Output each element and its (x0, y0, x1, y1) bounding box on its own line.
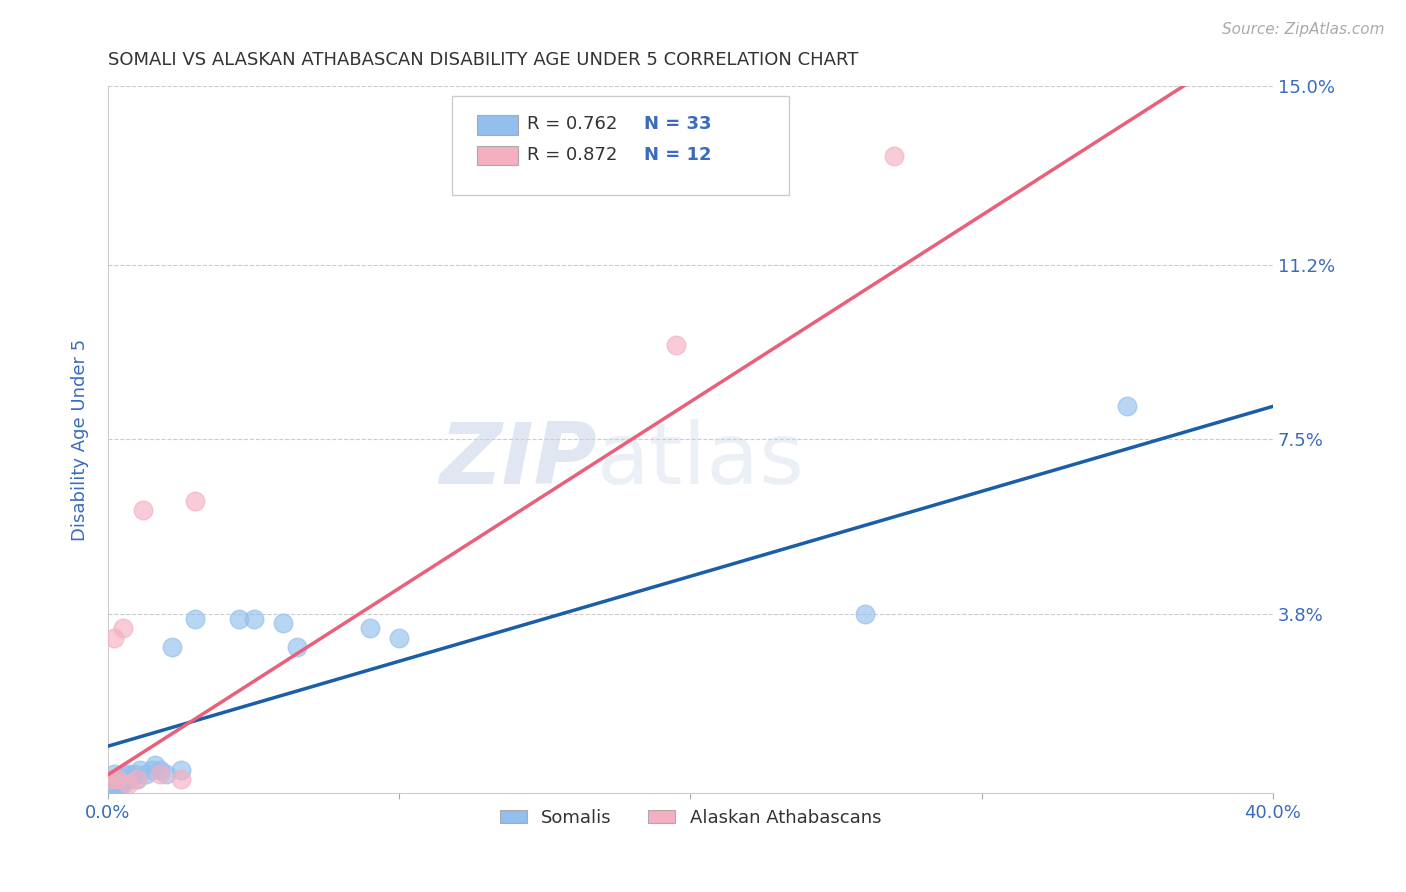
Point (143, 758, 166, 772)
Point (170, 772, 193, 787)
Point (388, 631, 411, 645)
Point (108, 772, 131, 787)
Point (155, 767, 177, 781)
Point (1116, 400, 1139, 414)
FancyBboxPatch shape (451, 96, 789, 195)
Point (100, 772, 122, 787)
Point (105, 777, 128, 791)
Point (114, 772, 136, 787)
Point (108, 777, 131, 791)
Point (883, 149, 905, 163)
Point (122, 767, 145, 781)
Point (184, 493, 207, 508)
Point (129, 763, 152, 777)
Point (132, 503, 155, 517)
Point (149, 763, 172, 777)
Point (127, 772, 149, 787)
Point (103, 777, 125, 791)
Text: Source: ZipAtlas.com: Source: ZipAtlas.com (1222, 22, 1385, 37)
Point (141, 763, 163, 777)
Point (100, 781, 122, 796)
Point (170, 763, 193, 777)
Point (285, 640, 308, 654)
Text: R = 0.872: R = 0.872 (527, 146, 617, 164)
Point (184, 612, 207, 626)
Point (103, 772, 125, 787)
Point (111, 621, 134, 635)
Point (160, 640, 183, 654)
Text: ZIP: ZIP (440, 419, 598, 502)
Point (103, 767, 125, 781)
Point (111, 767, 134, 781)
Point (242, 612, 264, 626)
FancyBboxPatch shape (477, 145, 517, 166)
Point (271, 616, 294, 631)
Point (127, 772, 149, 787)
Point (149, 767, 172, 781)
Point (135, 767, 157, 781)
Point (359, 621, 381, 635)
Point (665, 338, 688, 352)
FancyBboxPatch shape (477, 115, 517, 135)
Point (228, 612, 250, 626)
Legend: Somalis, Alaskan Athabascans: Somalis, Alaskan Athabascans (492, 801, 889, 834)
Point (853, 607, 876, 621)
Point (105, 772, 128, 787)
Text: R = 0.762: R = 0.762 (527, 115, 617, 134)
Point (105, 772, 128, 787)
Point (105, 781, 128, 796)
Point (117, 767, 139, 781)
Text: N = 33: N = 33 (644, 115, 711, 134)
Point (111, 777, 134, 791)
Point (103, 631, 125, 645)
Point (117, 777, 139, 791)
Point (120, 772, 142, 787)
Text: N = 12: N = 12 (644, 146, 711, 164)
Y-axis label: Disability Age Under 5: Disability Age Under 5 (72, 338, 89, 541)
Text: SOMALI VS ALASKAN ATHABASCAN DISABILITY AGE UNDER 5 CORRELATION CHART: SOMALI VS ALASKAN ATHABASCAN DISABILITY … (108, 51, 859, 69)
Text: atlas: atlas (598, 419, 806, 502)
